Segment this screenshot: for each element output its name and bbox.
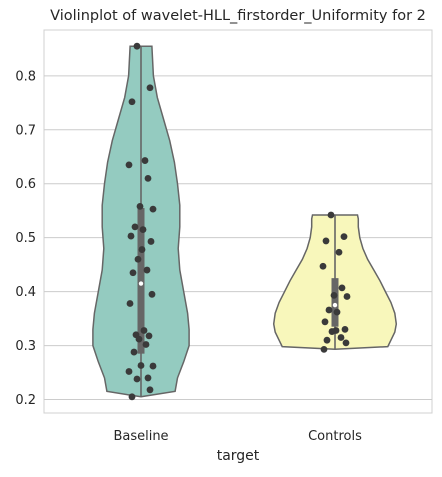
data-point [129, 269, 137, 277]
data-point [136, 202, 144, 210]
x-axis-title: target [217, 448, 260, 464]
data-point [128, 393, 136, 401]
data-point [335, 248, 343, 256]
data-point [128, 98, 136, 106]
data-point [327, 211, 335, 219]
data-point [146, 386, 154, 394]
data-point [133, 375, 141, 383]
data-point [137, 362, 145, 369]
data-point [131, 223, 139, 231]
y-tick-labels: 0.2 0.3 0.4 0.5 0.6 0.7 0.8 [15, 69, 36, 408]
data-point [147, 238, 155, 245]
violin-iqr-box [137, 208, 145, 354]
data-point [144, 174, 152, 182]
data-point [328, 328, 336, 335]
data-points [125, 42, 351, 401]
data-point [323, 336, 331, 344]
data-point [143, 266, 151, 274]
violin-median [138, 281, 144, 286]
data-point [130, 348, 138, 356]
data-point [320, 345, 328, 353]
data-point [133, 42, 141, 50]
data-point [140, 327, 148, 334]
chart-title: Violinplot of wavelet-HLL_firstorder_Uni… [50, 8, 426, 24]
data-point [145, 332, 153, 340]
data-point [338, 284, 346, 292]
violin-iqr-box [331, 278, 339, 327]
data-point [149, 362, 157, 370]
data-point [322, 237, 330, 245]
y-tick-label: 0.2 [15, 393, 36, 408]
data-point [125, 368, 133, 375]
x-tick-label: Controls [308, 429, 362, 444]
y-tick-label: 0.5 [15, 231, 36, 246]
data-point [321, 318, 329, 326]
data-point [341, 325, 349, 333]
data-point [148, 290, 156, 298]
data-point [149, 205, 157, 213]
data-point [134, 255, 142, 263]
violins [92, 45, 398, 398]
data-point [319, 262, 327, 270]
violin-median [332, 302, 338, 308]
y-tick-label: 0.6 [15, 177, 36, 192]
y-tick-label: 0.8 [15, 69, 36, 84]
y-tick-label: 0.3 [15, 339, 36, 354]
data-point [144, 374, 152, 382]
x-tick-label: Baseline [113, 429, 168, 444]
data-point [139, 226, 147, 233]
data-point [146, 84, 154, 92]
data-point [330, 292, 338, 299]
data-point [325, 306, 333, 314]
x-tick-labels: Baseline Controls [113, 429, 362, 444]
data-point [337, 334, 345, 341]
data-point [340, 233, 348, 241]
data-point [343, 293, 351, 300]
data-point [135, 335, 143, 343]
data-point [125, 161, 133, 169]
data-point [126, 300, 134, 307]
data-point [142, 341, 150, 348]
y-tick-label: 0.7 [15, 123, 36, 138]
y-tick-label: 0.4 [15, 285, 36, 300]
data-point [138, 246, 146, 253]
data-point [333, 308, 341, 316]
data-point [127, 232, 135, 240]
data-point [141, 157, 149, 164]
data-point [342, 339, 350, 347]
